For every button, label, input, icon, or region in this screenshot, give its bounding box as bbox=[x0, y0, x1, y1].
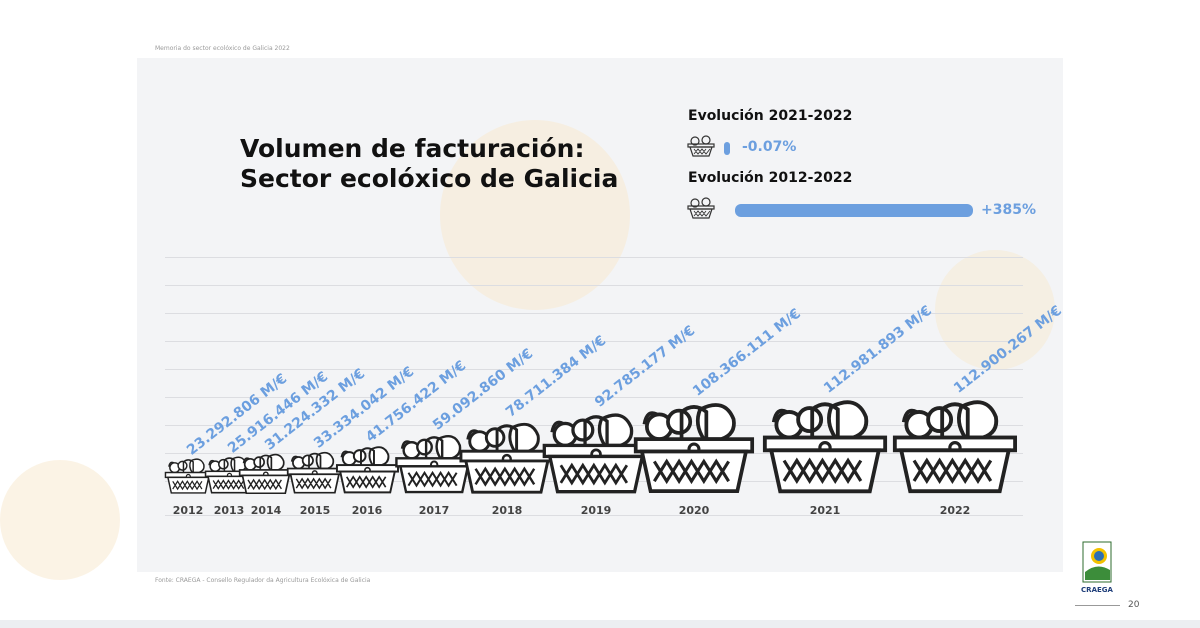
grid-line bbox=[165, 397, 1023, 398]
x-tick-label: 2020 bbox=[678, 504, 710, 517]
source-note: Fonte: CRAEGA - Consello Regulador da Ag… bbox=[155, 577, 371, 584]
x-tick-label: 2019 bbox=[580, 504, 612, 517]
grid-line bbox=[165, 313, 1023, 314]
grid-line bbox=[165, 425, 1023, 426]
page-divider bbox=[1075, 605, 1120, 606]
basket-bar bbox=[459, 422, 555, 494]
svg-text:CRAEGA: CRAEGA bbox=[1081, 586, 1113, 594]
x-tick-label: 2018 bbox=[491, 504, 523, 517]
basket-bar bbox=[633, 403, 755, 494]
craega-logo: CRAEGA bbox=[1081, 541, 1114, 594]
title-line-2: Sector ecolóxico de Galicia bbox=[240, 164, 619, 193]
basket-bar bbox=[542, 413, 650, 494]
page-number: 20 bbox=[1128, 600, 1140, 610]
decor-circle bbox=[440, 120, 630, 310]
grid-line bbox=[165, 285, 1023, 286]
decor-circle bbox=[935, 250, 1055, 370]
evolution-value-1: -0.07% bbox=[742, 139, 797, 155]
page-title: Volumen de facturación: Sector ecolóxico… bbox=[240, 134, 618, 194]
x-tick-label: 2022 bbox=[939, 504, 971, 517]
basket-bar bbox=[892, 400, 1018, 494]
grid-line bbox=[165, 369, 1023, 370]
x-tick-label: 2015 bbox=[299, 504, 331, 517]
grid-line bbox=[165, 515, 1023, 516]
basket-bar bbox=[164, 458, 212, 494]
x-tick-label: 2012 bbox=[172, 504, 204, 517]
evolution-value-2: +385% bbox=[981, 202, 1036, 218]
title-line-1: Volumen de facturación: bbox=[240, 134, 585, 163]
decor-circle bbox=[0, 460, 120, 580]
basket-bar bbox=[204, 456, 254, 494]
evolution-label-2: Evolución 2012-2022 bbox=[688, 170, 853, 186]
basket-bar bbox=[395, 435, 473, 494]
header-note: Memoria do sector ecolóxico de Galicia 2… bbox=[155, 45, 290, 52]
basket-bar bbox=[762, 400, 888, 494]
basket-bar bbox=[335, 446, 399, 494]
x-tick-label: 2014 bbox=[250, 504, 282, 517]
evolution-label-1: Evolución 2021-2022 bbox=[688, 108, 853, 124]
bottom-strip bbox=[0, 620, 1200, 628]
basket-bar bbox=[287, 451, 343, 494]
basket-icon bbox=[687, 135, 715, 157]
x-tick-label: 2021 bbox=[809, 504, 841, 517]
grid-line bbox=[165, 341, 1023, 342]
x-tick-label: 2017 bbox=[418, 504, 450, 517]
evolution-bar-2 bbox=[735, 204, 973, 217]
x-tick-label: 2016 bbox=[351, 504, 383, 517]
grid-line bbox=[165, 257, 1023, 258]
basket-icon bbox=[687, 197, 715, 219]
x-tick-label: 2013 bbox=[213, 504, 245, 517]
evolution-bar-1 bbox=[724, 142, 730, 155]
